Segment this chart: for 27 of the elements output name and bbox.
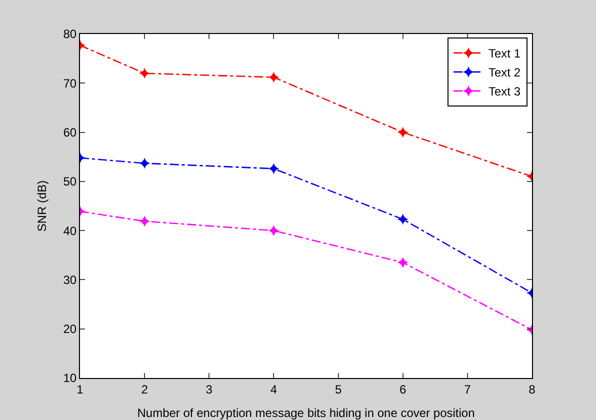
- point: [268, 224, 280, 236]
- x-tick-label: 1: [76, 382, 84, 396]
- point: [268, 163, 280, 174]
- legend-label: Text 3: [488, 84, 521, 99]
- point: [397, 214, 408, 225]
- point: [397, 126, 408, 138]
- point: [268, 72, 280, 83]
- legend-label: Text 2: [488, 66, 521, 80]
- x-axis-title: Number of encryption message bits hiding in one cover position: [137, 406, 475, 420]
- y-tick-label: 70: [63, 76, 77, 90]
- y-tick-label: 30: [63, 272, 77, 287]
- x-tick-label: 3: [206, 382, 213, 396]
- x-tick-label: 2: [141, 382, 148, 396]
- y-tick-label: 80: [63, 27, 77, 42]
- y-tick-label: 40: [63, 224, 77, 238]
- x-tick-label: 4: [270, 382, 278, 396]
- y-tick-label: 20: [63, 322, 77, 336]
- y-tick-label: 50: [63, 174, 77, 189]
- x-tick-label: 8: [528, 382, 536, 396]
- x-tick-label: 6: [400, 382, 407, 396]
- y-tick-label: 60: [63, 125, 77, 140]
- y-tick-label: 10: [63, 371, 77, 386]
- y-axis-title: SNR (dB): [35, 180, 49, 232]
- x-tick-label: 7: [464, 382, 472, 396]
- point: [397, 256, 408, 268]
- x-tick-label: 5: [334, 382, 342, 396]
- legend-label: Text 1: [488, 46, 521, 61]
